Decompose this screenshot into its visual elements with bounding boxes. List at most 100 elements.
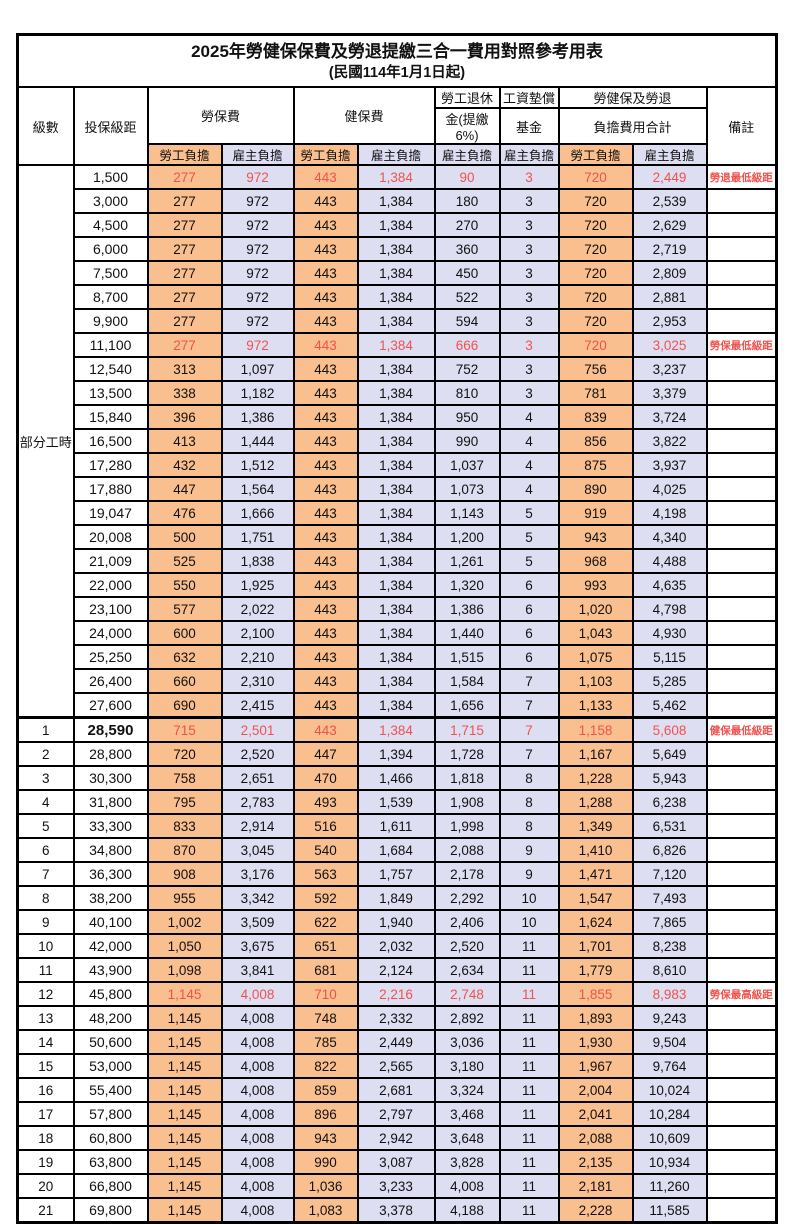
wage-fund-employer-fee-cell: 4 <box>498 404 560 430</box>
labor-employee-fee-cell: 1,145 <box>146 1101 223 1127</box>
table-row: 22,000 550 1,925 443 1,384 1,320 6 993 4,635 <box>18 572 778 598</box>
labor-employer-fee-cell: 3,342 <box>220 885 295 911</box>
total-employer-fee-cell: 2,449 <box>631 164 708 190</box>
remark-cell: 健保最低級距 <box>705 716 778 743</box>
total-employee-fee-cell: 993 <box>557 572 634 598</box>
wage-fund-employer-fee-cell: 11 <box>498 957 560 983</box>
health-employer-fee-cell: 1,384 <box>356 548 436 574</box>
col-group-labor-insurance: 勞保費 <box>146 86 295 145</box>
health-employee-fee-cell: 443 <box>292 260 359 286</box>
pension-employer-fee-cell: 1,200 <box>433 524 501 550</box>
total-employee-fee-cell: 1,020 <box>557 596 634 622</box>
health-employee-fee-cell: 443 <box>292 212 359 238</box>
health-employee-fee-cell: 592 <box>292 885 359 911</box>
health-employer-fee-cell: 1,394 <box>356 741 436 767</box>
health-employee-fee-cell: 710 <box>292 981 359 1007</box>
health-employee-fee-cell: 563 <box>292 861 359 887</box>
pension-employer-fee-cell: 666 <box>433 332 501 358</box>
health-employer-fee-cell: 2,216 <box>356 981 436 1007</box>
table-row: 17,280 432 1,512 443 1,384 1,037 4 875 3,937 <box>18 452 778 478</box>
col-group-health-insurance: 健保費 <box>292 86 436 145</box>
remark-cell <box>705 933 778 959</box>
fee-comparison-table: 2025年勞健保保費及勞退提繳三合一費用對照參考用表 (民國114年1月1日起)… <box>16 33 778 1224</box>
wage-fund-employer-fee-cell: 8 <box>498 765 560 791</box>
remark-cell <box>705 813 778 839</box>
salary-bracket-cell: 33,300 <box>72 813 149 839</box>
table-row: 17,880 447 1,564 443 1,384 1,073 4 890 4,025 <box>18 476 778 502</box>
level-cell: 14 <box>16 1029 75 1055</box>
wage-fund-employer-fee-cell: 3 <box>498 236 560 262</box>
pension-employer-fee-cell: 3,828 <box>433 1149 501 1175</box>
remark-cell <box>705 1029 778 1055</box>
health-employee-fee-cell: 443 <box>292 452 359 478</box>
table-row: 11 43,900 1,098 3,841 681 2,124 2,634 11 1,779 8,… <box>16 957 778 983</box>
remark-cell <box>705 260 778 286</box>
total-employer-fee-cell: 2,881 <box>631 284 708 310</box>
labor-employer-fee-cell: 4,008 <box>220 1197 295 1224</box>
pension-employer-fee-cell: 2,634 <box>433 957 501 983</box>
health-employer-fee-cell: 2,681 <box>356 1077 436 1103</box>
table-row: 4 31,800 795 2,783 493 1,539 1,908 8 1,288 6,238 <box>16 789 778 815</box>
salary-bracket-cell: 26,400 <box>72 668 149 694</box>
wage-fund-employer-fee-cell: 11 <box>498 1101 560 1127</box>
remark-cell <box>705 404 778 430</box>
salary-bracket-cell: 12,540 <box>72 356 149 382</box>
header-row-burden: 勞工負擔 雇主負擔 勞工負擔 雇主負擔 雇主負擔 雇主負擔 勞工負擔 雇主負擔 <box>18 143 777 166</box>
remark-cell <box>705 1101 778 1127</box>
pension-employer-fee-cell: 810 <box>433 380 501 406</box>
header-row-groups-2: 金(提繳6%) 基金 負擔費用合計 <box>18 107 777 145</box>
remark-cell <box>705 957 778 983</box>
labor-employee-fee-cell: 577 <box>146 596 223 622</box>
labor-employee-fee-cell: 277 <box>146 308 223 334</box>
total-employer-fee-cell: 4,798 <box>631 596 708 622</box>
health-employee-fee-cell: 822 <box>292 1053 359 1079</box>
total-employee-fee-cell: 1,967 <box>557 1053 634 1079</box>
pension-employer-fee-cell: 1,386 <box>433 596 501 622</box>
col-group-pension-line2: 金(提繳6%) <box>433 107 501 145</box>
remark-cell: 勞保最低級距 <box>705 332 778 358</box>
remark-cell <box>705 1077 778 1103</box>
col-group-pension-line1: 勞工退休 <box>433 86 501 109</box>
wage-fund-employer-fee-cell: 11 <box>498 1005 560 1031</box>
health-employer-fee-cell: 3,378 <box>356 1197 436 1224</box>
wage-fund-employer-fee-cell: 4 <box>498 452 560 478</box>
health-employee-fee-cell: 443 <box>292 596 359 622</box>
labor-employee-fee-cell: 277 <box>146 260 223 286</box>
table-row: 11,100 277 972 443 1,384 666 3 720 3,025 勞保最低級距 <box>18 332 778 358</box>
total-employer-fee-cell: 7,493 <box>631 885 708 911</box>
total-employee-fee-cell: 2,228 <box>557 1197 634 1224</box>
table-row: 13,500 338 1,182 443 1,384 810 3 781 3,379 <box>18 380 778 406</box>
total-employee-fee-cell: 720 <box>557 308 634 334</box>
wage-fund-employer-fee-cell: 6 <box>498 644 560 670</box>
wage-fund-employer-fee-cell: 7 <box>498 692 560 719</box>
health-employer-fee-cell: 2,449 <box>356 1029 436 1055</box>
table-row: 13 48,200 1,145 4,008 748 2,332 2,892 11 1,893 9,… <box>16 1005 778 1031</box>
total-employee-fee-cell: 2,181 <box>557 1173 634 1199</box>
wage-fund-employer-fee-cell: 10 <box>498 885 560 911</box>
total-employee-fee-cell: 875 <box>557 452 634 478</box>
salary-bracket-cell: 23,100 <box>72 596 149 622</box>
total-employer-fee-cell: 8,983 <box>631 981 708 1007</box>
remark-cell <box>705 1149 778 1175</box>
salary-bracket-cell: 6,000 <box>72 236 149 262</box>
total-employee-fee-cell: 720 <box>557 284 634 310</box>
remark-cell <box>705 476 778 502</box>
total-employer-fee-cell: 5,608 <box>631 716 708 743</box>
labor-employer-fee-cell: 972 <box>220 332 295 358</box>
health-employer-fee-cell: 1,384 <box>356 524 436 550</box>
pension-employer-fee-cell: 1,143 <box>433 500 501 526</box>
total-employee-fee-cell: 2,004 <box>557 1077 634 1103</box>
health-employee-fee-cell: 443 <box>292 668 359 694</box>
health-employee-fee-cell: 1,036 <box>292 1173 359 1199</box>
level-cell: 6 <box>16 837 75 863</box>
remark-cell <box>705 356 778 382</box>
pension-employer-fee-cell: 1,715 <box>433 716 501 743</box>
salary-bracket-cell: 11,100 <box>72 332 149 358</box>
table-title-block: 2025年勞健保保費及勞退提繳三合一費用對照參考用表 (民國114年1月1日起) <box>16 33 778 88</box>
labor-employer-fee-cell: 1,564 <box>220 476 295 502</box>
table-row: 14 50,600 1,145 4,008 785 2,449 3,036 11 1,930 9,… <box>16 1029 778 1055</box>
total-employer-fee-cell: 4,340 <box>631 524 708 550</box>
salary-bracket-cell: 50,600 <box>72 1029 149 1055</box>
wage-fund-employer-fee-cell: 11 <box>498 981 560 1007</box>
labor-employee-fee-cell: 870 <box>146 837 223 863</box>
